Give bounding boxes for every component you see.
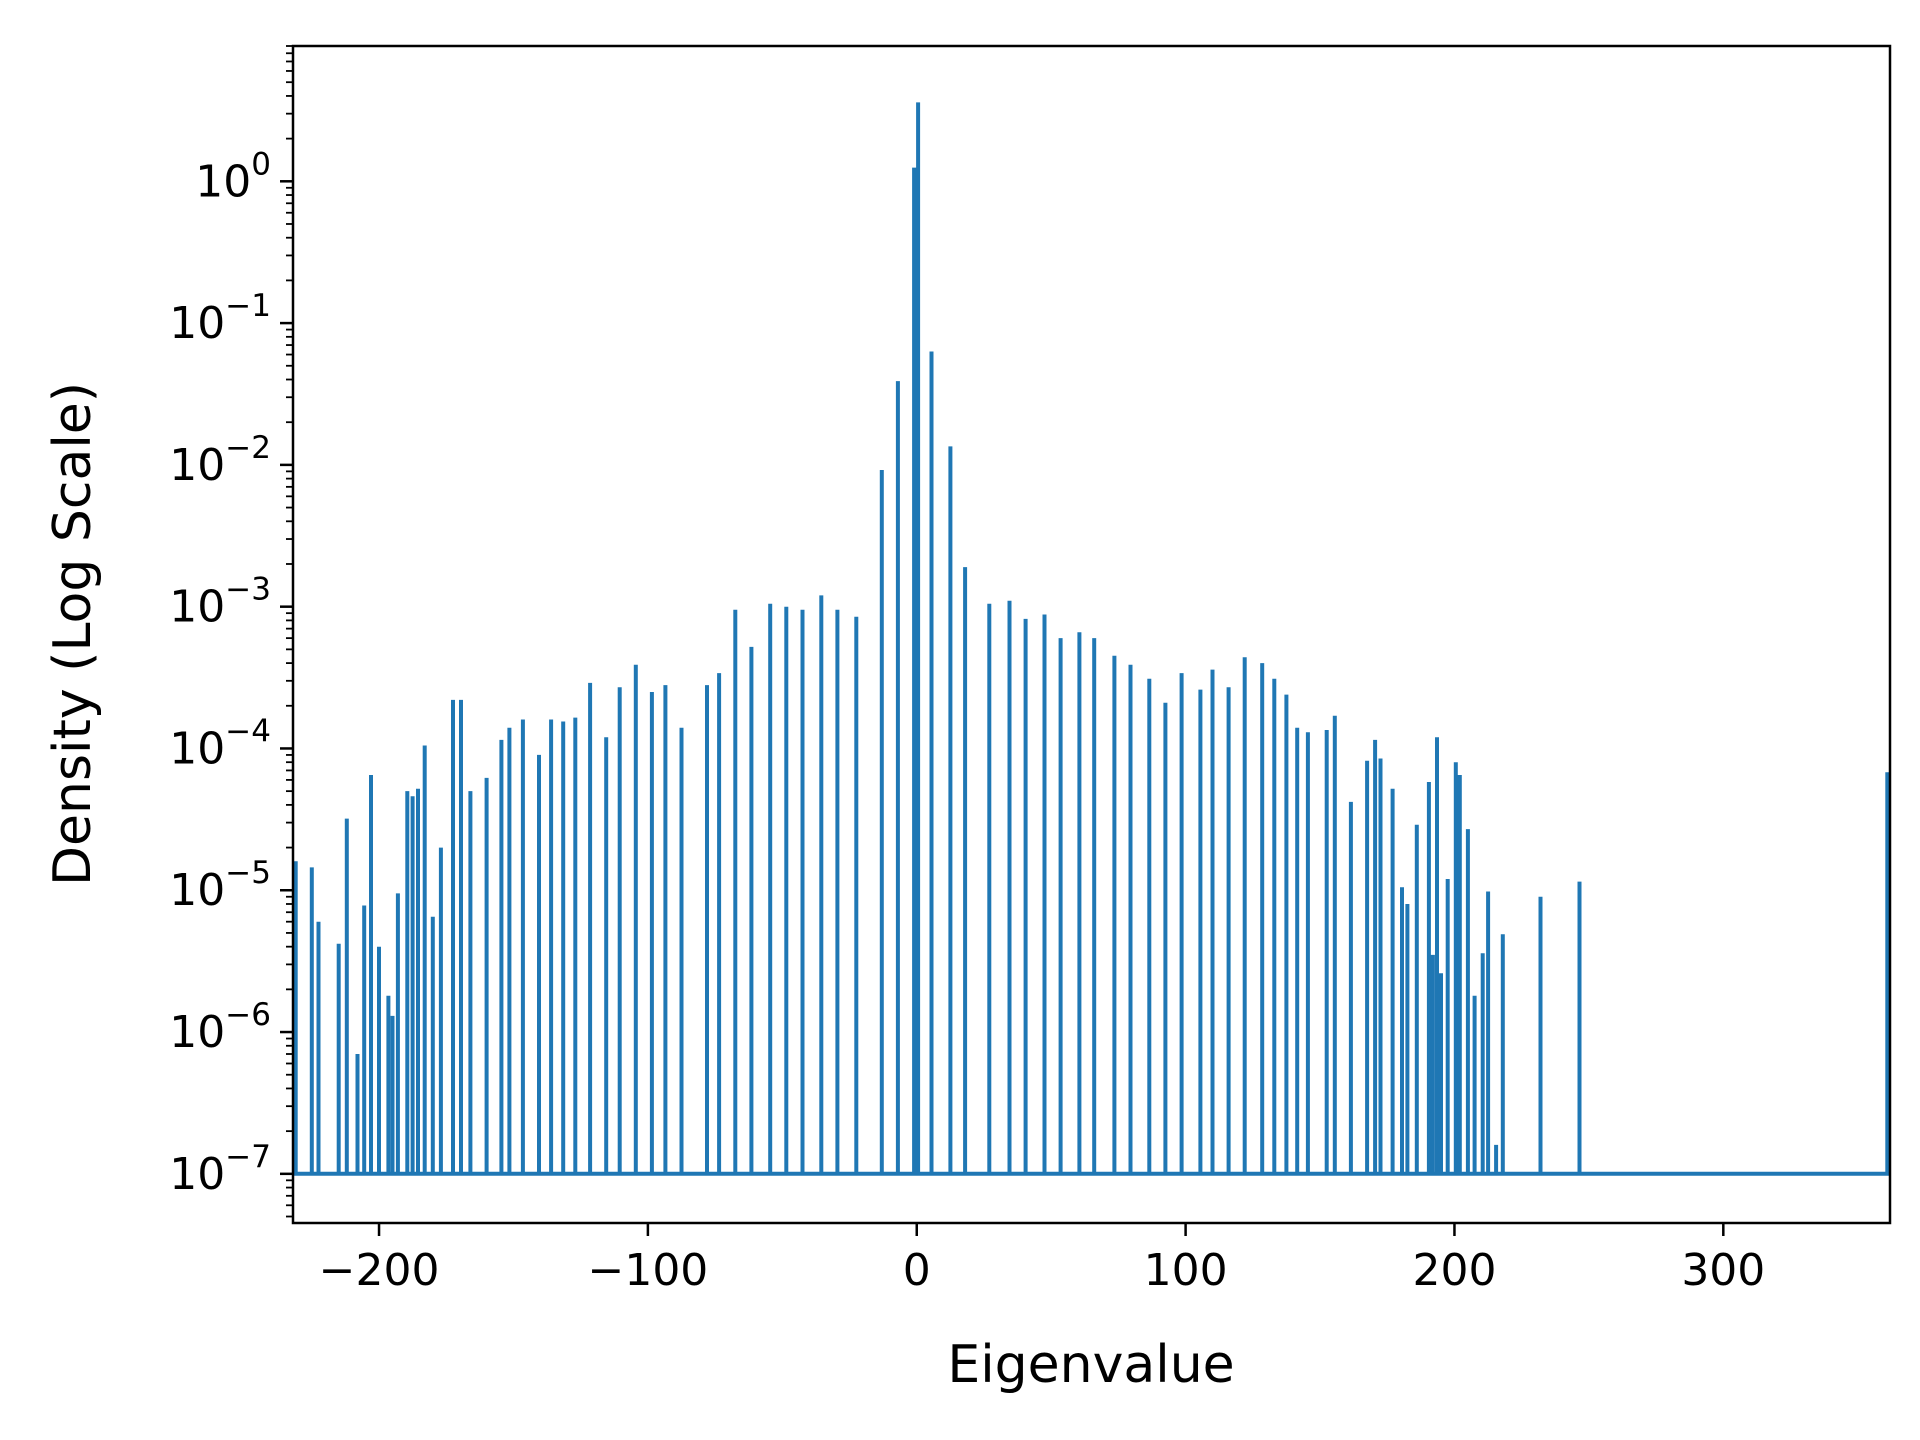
x-tick-label: 200	[1412, 1245, 1496, 1296]
y-tick-label: 10−5	[169, 855, 271, 916]
y-tick-label: 10−3	[169, 572, 271, 633]
y-tick-label: 10−4	[169, 713, 271, 774]
y-tick-label: 100	[195, 146, 271, 207]
x-tick-label: −100	[587, 1245, 708, 1296]
y-axis-ticks: 100 10−1 10−2 10−3 10−4 10−5 10−6 10−7	[169, 146, 293, 1200]
x-tick-label: −200	[319, 1245, 440, 1296]
x-tick-label: 100	[1144, 1245, 1228, 1296]
y-tick-label: 10−6	[169, 997, 271, 1058]
y-tick-label: 10−7	[169, 1139, 271, 1200]
density-line	[293, 102, 1890, 1176]
x-axis-ticks: −200 −100 0 100 200 300	[319, 1223, 1765, 1296]
y-tick-label: 10−1	[169, 288, 271, 349]
y-axis-title: Density (Log Scale)	[43, 382, 103, 886]
plot-background	[293, 46, 1890, 1223]
x-tick-label: 300	[1681, 1245, 1765, 1296]
x-axis-title: Eigenvalue	[947, 1335, 1234, 1395]
x-tick-label: 0	[903, 1245, 931, 1296]
plot-frame	[291, 44, 1892, 1225]
y-tick-label: 10−2	[169, 430, 271, 491]
